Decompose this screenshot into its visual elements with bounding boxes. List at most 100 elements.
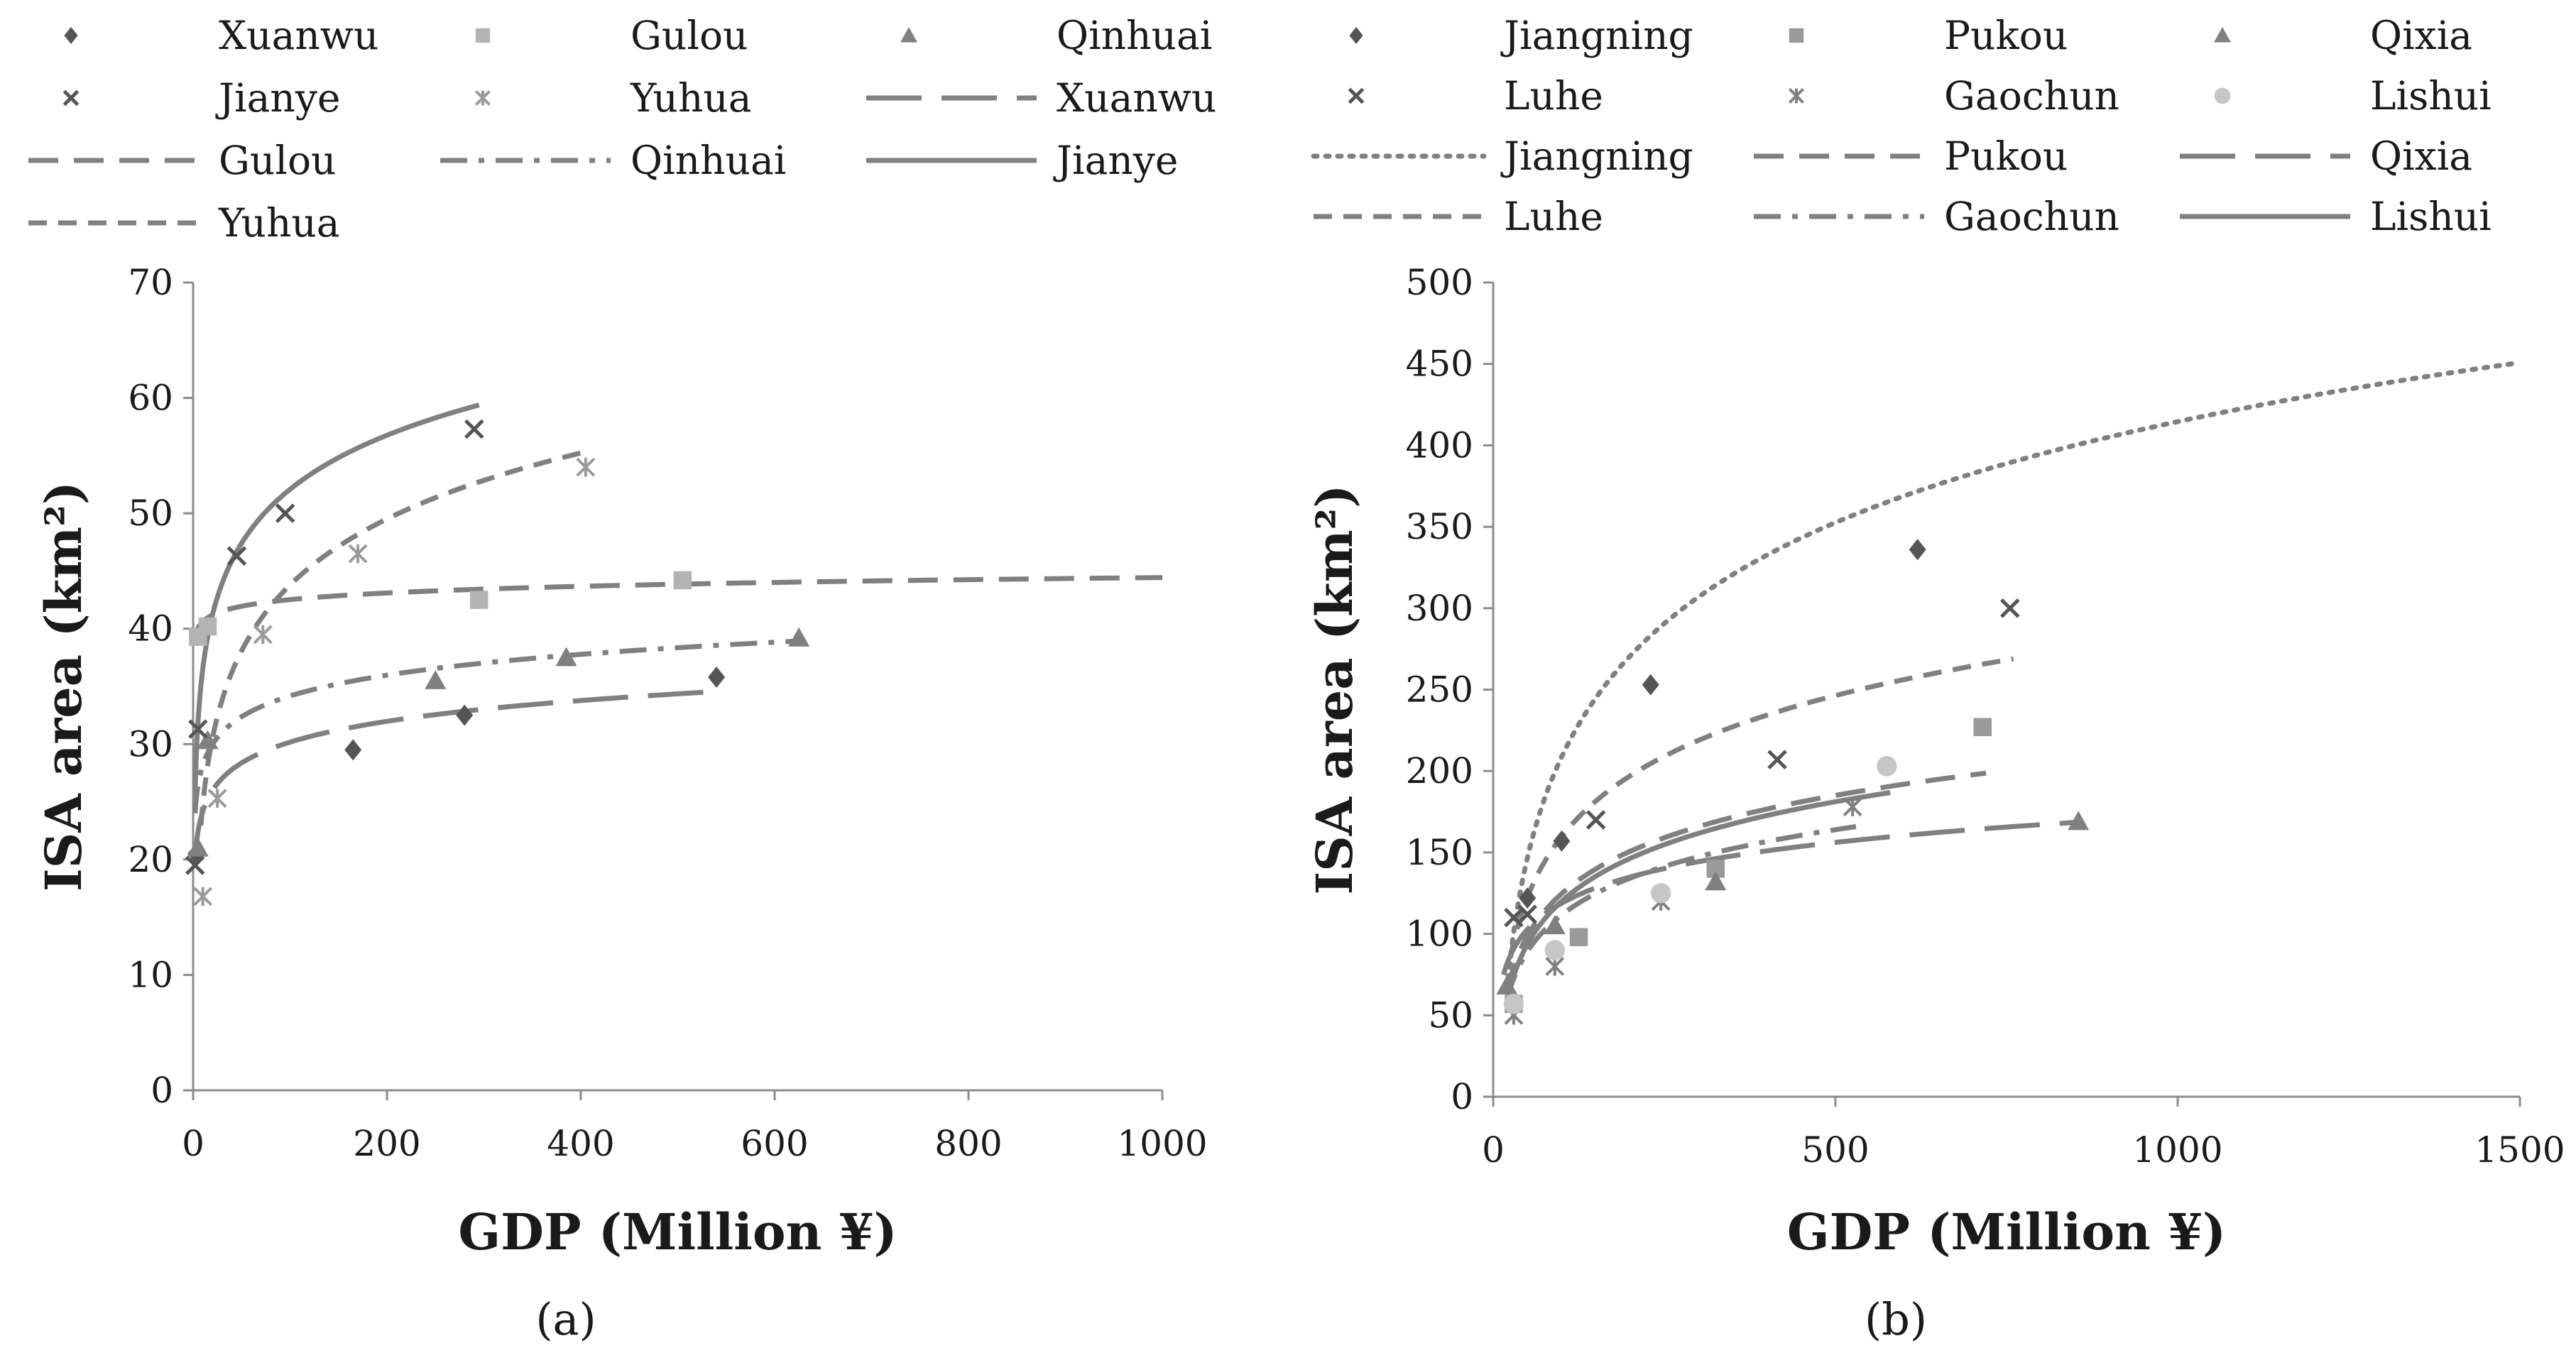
- trendline-pukou: [1504, 770, 1987, 993]
- legend-label: Qinhuai: [1057, 13, 1212, 58]
- legend-label: Jiangning: [1500, 133, 1693, 179]
- data-point-gaochun: [1843, 797, 1862, 817]
- data-point-gulou: [673, 571, 692, 590]
- y-axis-title: ISA area (km²): [34, 481, 93, 892]
- data-point-gulou: [469, 591, 489, 609]
- legend-label: Gaochun: [1944, 194, 2119, 239]
- data-point-jiangning: [1909, 539, 1926, 561]
- legend-marker-qixia: [2214, 27, 2231, 43]
- legend-label: Xuanwu: [1057, 75, 1216, 121]
- legend-label: Qixia: [2370, 13, 2472, 58]
- data-point-jianye: [188, 719, 208, 739]
- x-tick-label: 500: [1801, 1129, 1869, 1171]
- data-point-jianye: [185, 855, 205, 875]
- legend-label: Qinhuai: [631, 138, 786, 183]
- data-point-qinhuai: [788, 627, 810, 647]
- data-point-jiangning: [1519, 887, 1537, 909]
- y-tick-label: 350: [1406, 506, 1473, 547]
- data-point-jiangning: [1553, 830, 1571, 852]
- data-point-luhe: [2000, 598, 2020, 618]
- trendline-lishui: [1504, 790, 1891, 1002]
- y-tick-label: 200: [1406, 750, 1473, 791]
- data-point-xuanwu: [344, 739, 362, 761]
- legend-marker-luhe: [1348, 87, 1365, 104]
- trendline-jianye: [193, 402, 480, 794]
- y-tick-label: 150: [1406, 832, 1473, 873]
- legend-marker-lishui: [2214, 87, 2231, 104]
- panel-b: 0 50 100 150 200 250 300 350 400 450 500 0 500 1000 15…: [1305, 13, 2565, 1345]
- legend-marker-gulou: [475, 28, 491, 43]
- x-tick-label: 1000: [1117, 1123, 1207, 1164]
- legend-marker-jianye: [62, 89, 80, 106]
- y-tick-label: 40: [128, 608, 173, 650]
- legend-label: Lishui: [2370, 73, 2492, 119]
- legend-label: Jianye: [1053, 138, 1178, 183]
- x-axis-title: GDP (Million ¥): [458, 1202, 897, 1261]
- data-point-qinhuai: [425, 669, 447, 689]
- x-tick-label: 600: [741, 1123, 808, 1164]
- y-tick-label: 20: [128, 839, 173, 880]
- data-point-qinhuai: [187, 837, 209, 857]
- data-point-qinhuai: [555, 647, 577, 667]
- data-point-yuhua: [253, 625, 273, 645]
- legend-label: Pukou: [1944, 133, 2068, 179]
- legend-marker-qinhuai: [900, 27, 917, 43]
- y-tick-label: 500: [1406, 262, 1473, 303]
- legend-label: Pukou: [1944, 13, 2068, 58]
- legend-label: Qixia: [2370, 133, 2472, 179]
- legend-label: Gulou: [631, 13, 748, 58]
- legend-marker-yuhua: [474, 89, 491, 106]
- data-point-qixia: [1705, 871, 1727, 891]
- data-point-pukou: [1973, 718, 1992, 737]
- data-point-luhe: [1586, 810, 1606, 830]
- trendline-luhe: [1507, 656, 2014, 959]
- data-point-gulou: [198, 617, 217, 636]
- data-point-pukou: [1569, 928, 1588, 946]
- legend-marker-pukou: [1789, 28, 1804, 43]
- y-tick-label: 100: [1406, 914, 1473, 955]
- legend-label: Jiangning: [1500, 13, 1693, 58]
- data-point-yuhua: [576, 457, 596, 477]
- data-point-yuhua: [207, 789, 227, 809]
- data-point-jiangning: [1642, 674, 1659, 696]
- y-tick-label: 250: [1406, 669, 1473, 711]
- trendline-gaochun: [1504, 824, 1857, 1001]
- data-point-xuanwu: [456, 704, 474, 726]
- trendline-qinhuai: [193, 638, 804, 814]
- legend-marker-gaochun: [1788, 87, 1805, 104]
- data-point-qixia: [1544, 915, 1566, 935]
- y-tick-label: 0: [1451, 1076, 1473, 1117]
- panel-a: 0 10 20 30 40 50 60 70 0 200 400 600 800 1000 ISA area…: [28, 13, 1216, 1345]
- x-tick-label: 800: [934, 1123, 1002, 1164]
- data-point-lishui: [1503, 993, 1524, 1014]
- y-tick-label: 300: [1406, 588, 1473, 629]
- data-point-lishui: [1650, 883, 1671, 904]
- legend-label: Luhe: [1504, 73, 1603, 119]
- legend-marker-jiangning: [1349, 27, 1363, 44]
- data-point-yuhua: [348, 544, 368, 564]
- x-tick-label: 400: [547, 1123, 614, 1164]
- y-tick-label: 50: [128, 493, 173, 534]
- data-point-lishui: [1877, 756, 1897, 777]
- y-tick-label: 50: [1428, 994, 1473, 1036]
- trendline-jiangning: [1504, 360, 2520, 994]
- y-tick-label: 70: [128, 262, 173, 303]
- data-point-qixia: [2068, 811, 2090, 831]
- x-tick-label: 0: [1482, 1129, 1505, 1171]
- data-point-luhe: [1517, 904, 1537, 924]
- legend-label: Gaochun: [1944, 73, 2119, 119]
- data-point-luhe: [1767, 750, 1787, 769]
- legend-label: Yuhua: [630, 75, 752, 121]
- legend-label: Jianye: [215, 75, 340, 121]
- legend-label: Xuanwu: [219, 13, 378, 58]
- y-tick-label: 60: [128, 378, 173, 419]
- legend-label: Gulou: [219, 138, 336, 183]
- data-point-qixia: [1496, 975, 1518, 995]
- data-point-xuanwu: [708, 666, 726, 688]
- x-tick-label: 0: [182, 1123, 204, 1164]
- y-tick-label: 450: [1406, 344, 1473, 385]
- x-tick-label: 200: [353, 1123, 420, 1164]
- trendline-yuhua: [198, 448, 591, 826]
- y-tick-label: 400: [1406, 424, 1473, 466]
